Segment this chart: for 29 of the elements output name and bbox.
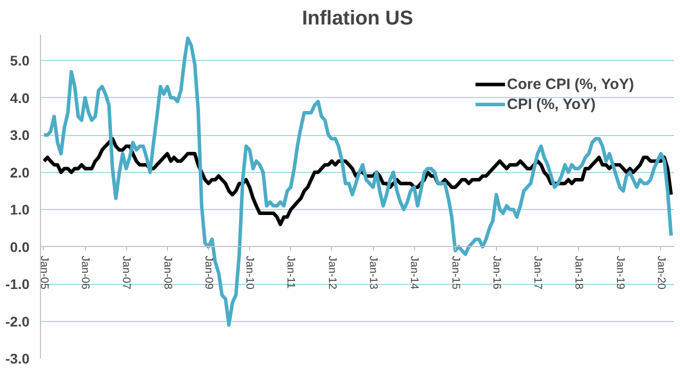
chart-title: Inflation US [302, 8, 414, 30]
y-tick-label: 1.0 [10, 202, 30, 218]
x-tick-label: Jan-13 [367, 256, 380, 290]
y-tick-label: 3.0 [10, 127, 30, 144]
line-series [42, 36, 673, 327]
x-tick-label: Jan-10 [244, 256, 256, 290]
x-tick-label: Jan-19 [614, 256, 626, 290]
x-tick-label: Jan-16 [490, 256, 502, 290]
legend-label: Core CPI (%, YoY) [507, 76, 634, 92]
y-tick-label: -2.0 [5, 313, 30, 330]
x-tick-label: Jan-08 [161, 256, 174, 290]
x-tick-label: Jan-12 [326, 256, 338, 290]
x-tick-label: Jan-17 [532, 256, 544, 290]
y-tick-label: 4.0 [10, 90, 30, 106]
x-tick-label: Jan-15 [449, 256, 462, 290]
x-tick-label: Jan-09 [202, 256, 215, 290]
x-tick-label: Jan-11 [284, 256, 297, 289]
x-tick-label: Jan-07 [120, 256, 132, 290]
y-tick-label: -3.0 [5, 350, 30, 366]
y-tick-label: 0.0 [10, 238, 30, 255]
y-tick-label: 2.0 [10, 164, 30, 180]
x-tick-label: Jan-18 [572, 256, 585, 290]
x-tick-label: Jan-05 [38, 256, 50, 290]
y-tick-label: -1.0 [5, 276, 30, 292]
x-tick-label: Jan-20 [654, 256, 667, 290]
y-tick-label: 5.0 [10, 52, 30, 69]
x-tick-label: Jan-14 [408, 256, 420, 290]
legend-label: CPI (%, YoY) [507, 96, 596, 112]
x-tick-label: Jan-06 [79, 256, 92, 290]
